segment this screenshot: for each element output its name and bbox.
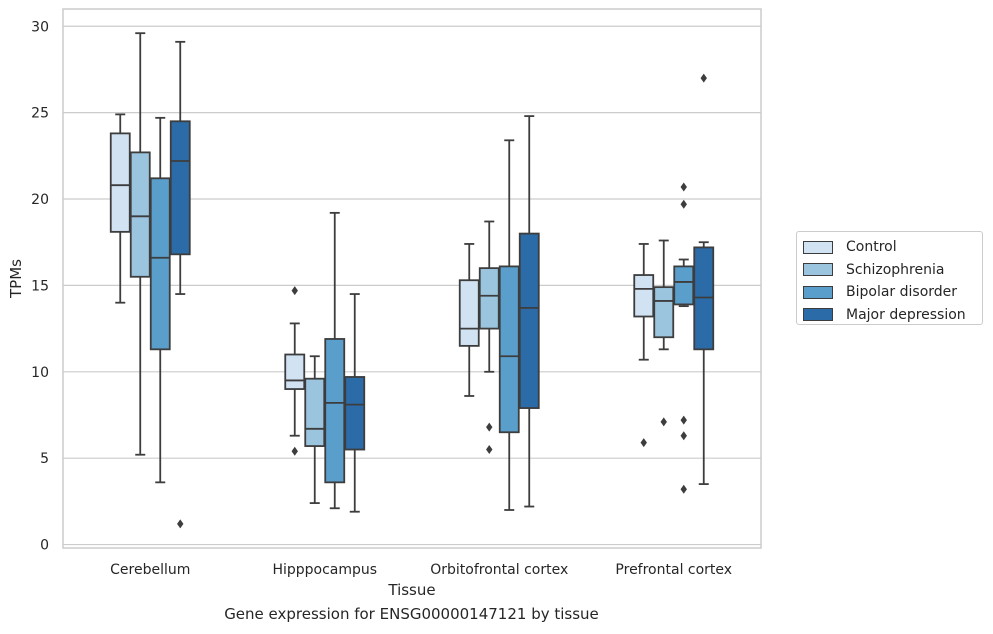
outlier-point (680, 199, 687, 209)
box (324, 338, 346, 484)
outlier-point (660, 417, 667, 427)
box (478, 267, 500, 330)
box (518, 232, 540, 409)
y-tick-label: 10 (31, 365, 49, 381)
legend-swatch (803, 240, 833, 254)
x-axis-label: Tissue (387, 581, 435, 599)
box (498, 265, 520, 434)
outlier-point (680, 415, 687, 425)
legend-label: Bipolar disorder (846, 284, 958, 301)
y-axis-label: TPMs (7, 259, 25, 299)
legend-item: Schizophrenia (803, 259, 982, 282)
plot-frame (62, 8, 762, 549)
x-tick-label: Cerebellum (110, 562, 190, 578)
x-tick-label: Hipppocampus (272, 562, 377, 578)
legend-swatch (803, 285, 833, 299)
y-tick-label: 30 (31, 19, 49, 35)
y-tick-label: 15 (31, 278, 49, 294)
outlier-point (177, 519, 184, 529)
legend-label: Schizophrenia (846, 261, 945, 278)
legend: Control Schizophrenia Bipolar disorder Majo… (796, 231, 983, 325)
legend-swatch (803, 263, 833, 277)
y-tick-label: 0 (40, 538, 49, 554)
box (458, 279, 480, 347)
box (169, 120, 191, 256)
box (284, 353, 306, 390)
box (344, 376, 366, 451)
legend-label: Control (846, 239, 897, 256)
outlier-point (680, 182, 687, 192)
outlier-point (486, 445, 493, 455)
x-tick-label: Orbitofrontal cortex (430, 562, 568, 578)
box (304, 377, 326, 447)
y-tick-label: 5 (40, 451, 49, 467)
box (109, 132, 131, 233)
box (129, 151, 151, 278)
legend-item: Major depression (803, 304, 982, 327)
legend-item: Control (803, 236, 982, 259)
chart-caption: Gene expression for ENSG00000147121 by t… (224, 605, 599, 623)
legend-swatch (803, 308, 833, 322)
outlier-point (291, 446, 298, 456)
outlier-point (640, 438, 647, 448)
outlier-point (700, 73, 707, 83)
box (633, 274, 655, 318)
y-tick-label: 25 (31, 106, 49, 122)
box (673, 265, 695, 306)
x-tick-label: Prefrontal cortex (615, 562, 732, 578)
box (149, 177, 171, 351)
outlier-point (291, 286, 298, 296)
box (653, 286, 675, 339)
legend-label: Major depression (846, 306, 966, 323)
outlier-point (486, 422, 493, 432)
legend-item: Bipolar disorder (803, 281, 982, 304)
outlier-point (680, 484, 687, 494)
y-tick-label: 20 (31, 192, 49, 208)
outlier-point (680, 431, 687, 441)
